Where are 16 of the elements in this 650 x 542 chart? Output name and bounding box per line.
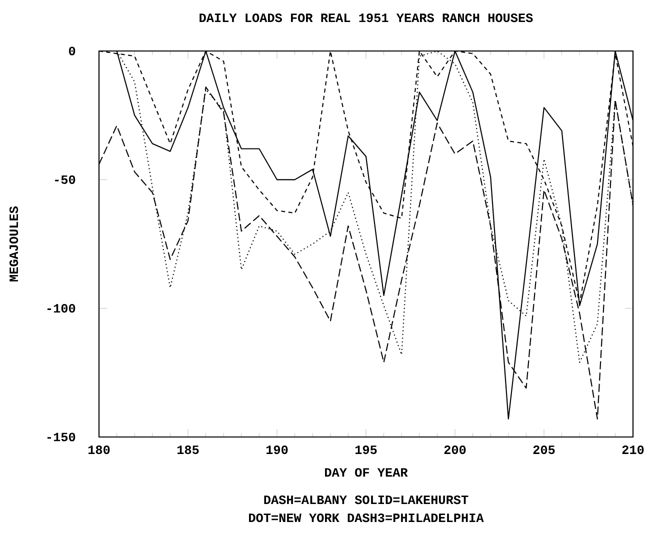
x-tick-label: 195 (355, 445, 377, 454)
text: DASH=ALBANY SOLID=LAKEHURST (264, 496, 468, 504)
chart-title: DAILY LOADS FOR REAL 1951 YEARS RANCH HOUSES (200, 14, 533, 22)
x-axis-title: DAY OF YEAR (325, 468, 408, 477)
y-axis-title: MEGAJOULES (9, 206, 18, 282)
x-tick-label: 190 (266, 445, 288, 454)
x-tick-label: 185 (177, 445, 199, 454)
text: DOT=NEW YORK DASH3=PHILADELPHIA (249, 514, 484, 522)
y-tick-label: -50 (55, 175, 76, 184)
x-tick-label: 180 (88, 445, 110, 454)
y-tick-label: -150 (47, 432, 76, 442)
x-tick-label: 205 (533, 445, 555, 454)
y-tick-label: -100 (47, 304, 76, 313)
x-tick-label: 210 (622, 445, 644, 454)
y-tick-label: 0 (68, 46, 76, 56)
x-tick-label: 200 (444, 445, 466, 454)
